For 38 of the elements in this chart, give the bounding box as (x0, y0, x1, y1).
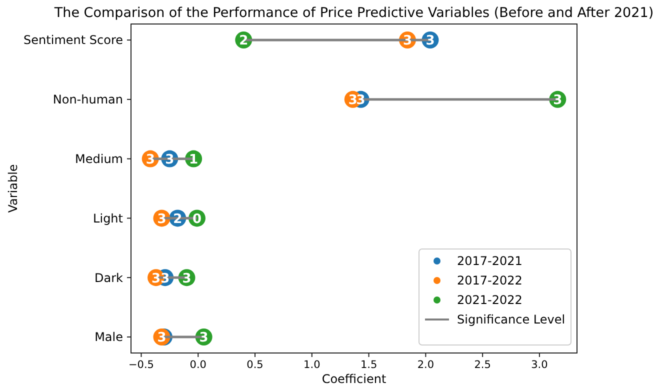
x-tick-label: 1.5 (360, 359, 378, 371)
annotation: 3 (165, 152, 174, 168)
y-tick-label: Non-human (52, 92, 123, 107)
annotation: 3 (348, 93, 358, 108)
annotation: 3 (402, 34, 412, 49)
y-tick-label: Male (94, 330, 123, 344)
y-tick-label: Sentiment Score (24, 33, 123, 48)
x-tick-label: 2.0 (417, 359, 434, 371)
y-axis-title: Variable (6, 164, 20, 213)
y-tick-label: Light (93, 211, 124, 226)
x-tick-label: 0.0 (190, 359, 206, 371)
annotation: 3 (356, 93, 366, 108)
x-tick-label: 1.0 (304, 359, 320, 371)
x-tick-label: 2.5 (474, 359, 491, 371)
x-tick-label: 0.5 (246, 359, 264, 371)
x-tick-label: 3.0 (531, 359, 548, 371)
annotation: 3 (199, 330, 208, 346)
annotation: 3 (157, 330, 166, 346)
annotation: 3 (152, 271, 161, 286)
y-tick-label: Dark (94, 270, 124, 285)
annotation: 2 (239, 34, 248, 49)
x-tick-label: −0.5 (128, 359, 154, 371)
y-tick-label: Medium (75, 152, 123, 166)
legend-label: 2017-2021 (457, 254, 522, 268)
annotation: 3 (553, 93, 562, 108)
legend-label: 2021-2022 (457, 293, 522, 308)
annotation: 3 (182, 271, 192, 286)
legend-label: Significance Level (457, 312, 566, 327)
legend-label: 2017-2022 (457, 274, 522, 288)
annotation: 2 (173, 212, 182, 227)
annotation: 3 (157, 212, 166, 227)
annotation: 0 (192, 212, 202, 227)
annotation: 3 (146, 152, 155, 168)
chart-title: The Comparison of the Performance of Price Predictive Variables (Before and After 2021) (53, 5, 654, 21)
annotation: 3 (426, 34, 435, 49)
annotation: 1 (189, 152, 198, 168)
annotation: 3 (160, 271, 170, 286)
x-axis-title: Coefficient (322, 372, 386, 386)
